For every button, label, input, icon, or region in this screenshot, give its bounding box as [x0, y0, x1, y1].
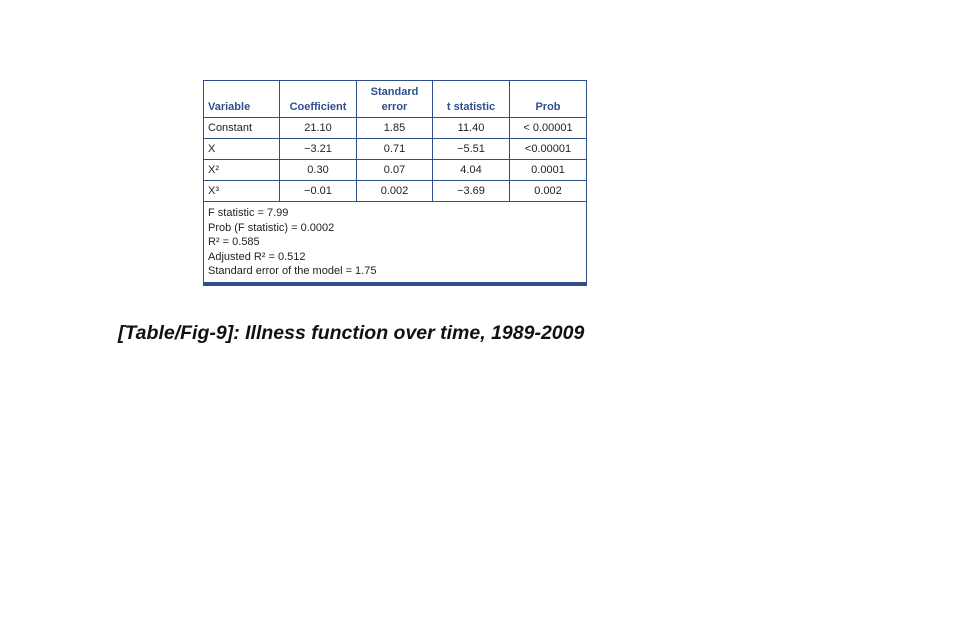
table-cell: 0.002 [356, 180, 433, 202]
header-line: Standard [370, 86, 419, 98]
model-summary: F statistic = 7.99 Prob (F statistic) = 0… [203, 201, 587, 286]
table-cell: X [203, 138, 280, 160]
header-standard-error: Standard error [356, 80, 433, 118]
header-prob: Prob [509, 80, 587, 118]
table-cell: <0.00001 [509, 138, 587, 160]
header-t-statistic: t statistic [432, 80, 510, 118]
summary-line: Adjusted R² = 0.512 [208, 250, 306, 263]
header-variable: Variable [203, 80, 280, 118]
table-cell: −5.51 [432, 138, 510, 160]
table-row: X³ −0.01 0.002 −3.69 0.002 [203, 180, 587, 202]
regression-table: Variable Coefficient Standard error t sta… [203, 80, 587, 286]
table-cell: < 0.00001 [509, 117, 587, 139]
table-cell: 4.04 [432, 159, 510, 181]
table-cell: 11.40 [432, 117, 510, 139]
summary-line: Prob (F statistic) = 0.0002 [208, 221, 335, 234]
summary-line: Standard error of the model = 1.75 [208, 265, 377, 277]
summary-line: R² = 0.585 [208, 236, 260, 248]
figure-caption: [Table/Fig-9]: Illness function over tim… [118, 322, 585, 344]
table-row: X² 0.30 0.07 4.04 0.0001 [203, 159, 587, 181]
summary-row: F statistic = 7.99 Prob (F statistic) = 0… [203, 201, 587, 286]
header-line: error [381, 101, 408, 113]
table-cell: −3.21 [279, 138, 357, 160]
header-coefficient: Coefficient [279, 80, 357, 118]
table-cell: −3.69 [432, 180, 510, 202]
table-cell: 0.30 [279, 159, 357, 181]
table-cell: 0.002 [509, 180, 587, 202]
table-cell: 21.10 [279, 117, 357, 139]
table-cell: 1.85 [356, 117, 433, 139]
header-row: Variable Coefficient Standard error t sta… [203, 80, 587, 118]
table-cell: 0.71 [356, 138, 433, 160]
table-cell: X² [203, 159, 280, 181]
table-row: X −3.21 0.71 −5.51 <0.00001 [203, 138, 587, 160]
table-cell: 0.0001 [509, 159, 587, 181]
summary-line: F statistic = 7.99 [208, 207, 289, 219]
table-cell: X³ [203, 180, 280, 202]
table-row: Constant 21.10 1.85 11.40 < 0.00001 [203, 117, 587, 139]
table-cell: 0.07 [356, 159, 433, 181]
table-cell: Constant [203, 117, 280, 139]
table-cell: −0.01 [279, 180, 357, 202]
